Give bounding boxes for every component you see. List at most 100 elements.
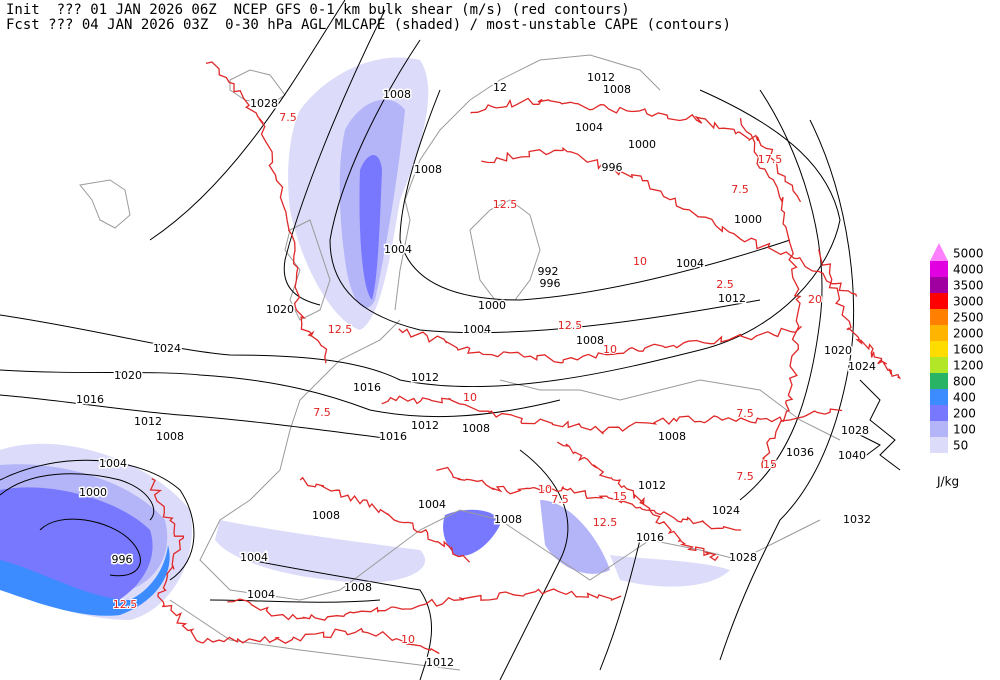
isobar-label: 1000 — [628, 138, 656, 151]
shear-label: 10 — [603, 343, 617, 356]
shear-contour — [299, 476, 471, 563]
shear-label: 12.5 — [328, 323, 353, 336]
legend-swatch — [930, 405, 948, 421]
shear-label: 7.5 — [313, 406, 331, 419]
shear-label: 12.5 — [558, 319, 583, 332]
legend-label: 3000 — [953, 295, 984, 309]
isobar — [283, 9, 386, 306]
shear-contour — [481, 146, 858, 297]
isobar-label: 1024 — [712, 504, 740, 517]
isobar-label: 1040 — [838, 449, 866, 462]
coastline — [169, 599, 461, 671]
cape-area — [540, 500, 610, 574]
isobar-label: 1008 — [658, 430, 686, 443]
header-line: Init ??? 01 JAN 2026 06Z NCEP GFS 0-1 km… — [6, 2, 630, 18]
isobar-label: 1012 — [638, 479, 666, 492]
legend-swatch — [930, 357, 948, 373]
legend: 5000 4000 3500 3000 2500 2000 1600 1200 800 400 20… — [930, 243, 984, 453]
isobar-label: 1008 — [344, 581, 372, 594]
coastline — [79, 179, 131, 229]
shear-label: 2.5 — [716, 278, 734, 291]
legend-label: 400 — [953, 391, 976, 405]
legend-swatch — [930, 421, 948, 437]
shear-contour — [556, 441, 719, 562]
isobar-label: 1032 — [843, 513, 871, 526]
coastline — [229, 69, 286, 106]
shear-labels: 7.5 12.5 7.5 17.5 10 12.5 7.5 10 7.5 12.… — [112, 110, 823, 647]
isobar-label: 1024 — [153, 342, 181, 355]
shear-label: 10 — [463, 391, 477, 404]
isobar-label: 1028 — [729, 551, 757, 564]
isobar-label: 12 — [493, 81, 507, 94]
isobar-label: 1012 — [587, 71, 615, 84]
isobar-label: 1020 — [266, 303, 294, 316]
isobar-label: 1008 — [494, 513, 522, 526]
coastline — [469, 199, 541, 301]
isobar-label: 1024 — [848, 360, 876, 373]
legend-label: 4000 — [953, 263, 984, 277]
shear-contour — [470, 97, 802, 203]
isobar — [739, 89, 823, 501]
legend-label: 50 — [953, 439, 968, 453]
isobar — [0, 394, 401, 441]
isobar-label: 1004 — [418, 498, 446, 511]
cape-area — [443, 509, 500, 556]
legend-swatch — [930, 325, 948, 341]
isobars — [0, 0, 901, 680]
isobar-label: 1012 — [411, 371, 439, 384]
legend-swatch — [930, 373, 948, 389]
isobar — [0, 459, 195, 581]
isobar-label: 1008 — [462, 422, 490, 435]
isobar-label: 1004 — [676, 257, 704, 270]
isobar-label: 1004 — [575, 121, 603, 134]
isobar-label: 996 — [112, 553, 133, 566]
isobar — [0, 369, 561, 418]
shear-label: 12.5 — [113, 598, 138, 611]
isobar-label: 1016 — [353, 381, 381, 394]
isobar-label: 992 — [538, 265, 559, 278]
cape-area — [359, 155, 382, 300]
shear-label: 7.5 — [279, 111, 297, 124]
legend-label: 1600 — [953, 343, 984, 357]
shear-contour — [739, 118, 802, 469]
isobar — [249, 559, 433, 680]
coastline — [394, 54, 661, 311]
isobar-label: 1020 — [114, 369, 142, 382]
shear-contour — [436, 466, 742, 531]
isobar-label: 1008 — [383, 88, 411, 101]
isobar-label: 1020 — [824, 344, 852, 357]
shear-label: 17.5 — [758, 153, 783, 166]
shear-label: 7.5 — [551, 493, 569, 506]
isobar-label: 1004 — [463, 323, 491, 336]
legend-label: 2000 — [953, 327, 984, 341]
isobar-label: 1008 — [603, 83, 631, 96]
shear-label: 10 — [633, 255, 647, 268]
isobar-label: 1016 — [76, 393, 104, 406]
legend-swatch — [930, 293, 948, 309]
shear-contours — [149, 61, 902, 655]
shear-label: 12.5 — [593, 516, 618, 529]
cape-area — [0, 545, 170, 616]
isobar — [719, 119, 855, 661]
isobar-labels: 1028 1008 1012 1008 1004 1000 996 1008 1… — [75, 70, 878, 671]
shear-contour — [381, 395, 843, 435]
isobar — [329, 39, 761, 334]
isobar-label: 1000 — [478, 299, 506, 312]
legend-label: 5000 — [953, 247, 984, 261]
legend-swatch — [930, 389, 948, 405]
isobar — [209, 599, 381, 603]
isobar-label: 1008 — [576, 334, 604, 347]
isobar-label: 1008 — [156, 430, 184, 443]
isobar-label: 1004 — [240, 551, 268, 564]
isobar-label: 1012 — [134, 415, 162, 428]
isobar-label: 1008 — [312, 509, 340, 522]
shear-contour — [149, 478, 440, 655]
cape-shading — [0, 57, 730, 620]
shear-label: 7.5 — [736, 470, 754, 483]
shear-label: 10 — [538, 483, 552, 496]
legend-swatch — [930, 309, 948, 325]
isobar-label: 1012 — [718, 292, 746, 305]
shear-label: 10 — [401, 633, 415, 646]
isobar-label: 1028 — [250, 97, 278, 110]
